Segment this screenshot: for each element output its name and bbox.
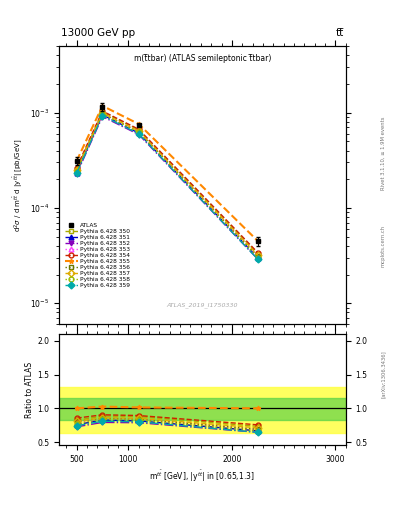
- Bar: [59, 387, 346, 433]
- X-axis label: m$^{t\bar{t}}$ [GeV], |y$^{t\bar{t}}$| in [0.65,1.3]: m$^{t\bar{t}}$ [GeV], |y$^{t\bar{t}}$| i…: [149, 468, 255, 484]
- Legend: ATLAS, Pythia 6.428 350, Pythia 6.428 351, Pythia 6.428 352, Pythia 6.428 353, P: ATLAS, Pythia 6.428 350, Pythia 6.428 35…: [65, 223, 130, 288]
- Y-axis label: Ratio to ATLAS: Ratio to ATLAS: [25, 361, 34, 418]
- Y-axis label: d$^2\sigma$ / d m$^{t\bar{t}}$ d |y$^{t\bar{t}}$| [pb/GeV]: d$^2\sigma$ / d m$^{t\bar{t}}$ d |y$^{t\…: [12, 139, 26, 232]
- Text: tt̅: tt̅: [336, 28, 344, 38]
- Text: ATLAS_2019_I1750330: ATLAS_2019_I1750330: [167, 302, 238, 308]
- Text: 13000 GeV pp: 13000 GeV pp: [61, 28, 135, 38]
- Text: [arXiv:1306.3436]: [arXiv:1306.3436]: [381, 350, 386, 398]
- Bar: [59, 398, 346, 420]
- Text: mcplots.cern.ch: mcplots.cern.ch: [381, 225, 386, 267]
- Text: Rivet 3.1.10, ≥ 1.9M events: Rivet 3.1.10, ≥ 1.9M events: [381, 117, 386, 190]
- Text: m(t̅tbar) (ATLAS semileptonic t̅tbar): m(t̅tbar) (ATLAS semileptonic t̅tbar): [134, 54, 271, 63]
